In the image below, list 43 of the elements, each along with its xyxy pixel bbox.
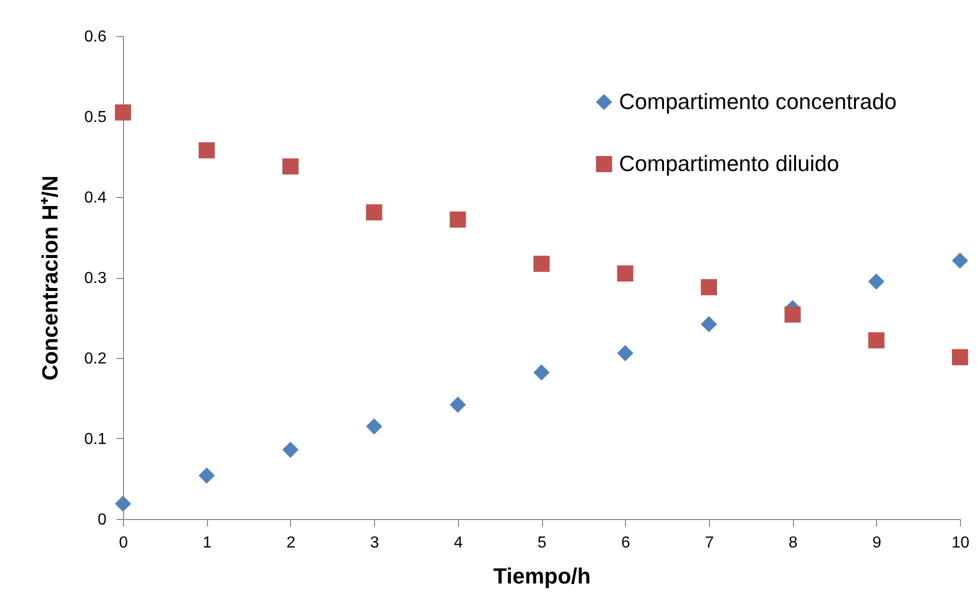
point [366,204,382,220]
x-tick-label: 6 [621,534,630,552]
point [617,265,634,282]
point [282,442,298,458]
point [198,467,215,484]
x-tick-label: 9 [872,534,882,552]
x-tick-label: 3 [370,534,380,552]
x-tick-label: 10 [952,534,970,552]
point [533,256,550,272]
x-tick-label: 7 [704,534,714,552]
y-tick-label: 0.3 [84,270,107,287]
point [952,252,968,269]
x-axis-title: Tiempo/h [493,564,591,588]
point [450,211,466,228]
y-axis-title: Concentracion H⁺/N [37,175,62,381]
point [952,349,968,366]
x-tick-label: 8 [788,534,798,552]
x-tick-label: 0 [119,534,128,552]
point [700,279,717,296]
legend-label: Compartimento concentrado [619,89,897,114]
legend-label: Compartimento diluido [619,151,840,176]
point [450,396,466,413]
y-tick-label: 0.2 [84,350,107,368]
point [198,142,215,158]
x-tick-label: 5 [538,534,547,552]
y-tick-label: 0.4 [84,190,107,206]
y-tick-label: 0 [98,512,107,528]
point [366,418,382,434]
point [114,496,132,512]
point [617,345,634,362]
x-tick-label: 2 [286,534,296,552]
point [868,273,884,290]
point [700,316,717,332]
y-tick-label: 0.1 [84,431,107,448]
point [868,332,884,348]
point [282,158,298,174]
x-tick-label: 1 [202,534,212,552]
point [533,364,550,381]
point [784,306,801,323]
y-tick-label: 0.6 [84,28,107,46]
y-tick-label: 0.5 [84,109,107,126]
point [114,104,132,121]
x-tick-label: 4 [454,534,463,552]
